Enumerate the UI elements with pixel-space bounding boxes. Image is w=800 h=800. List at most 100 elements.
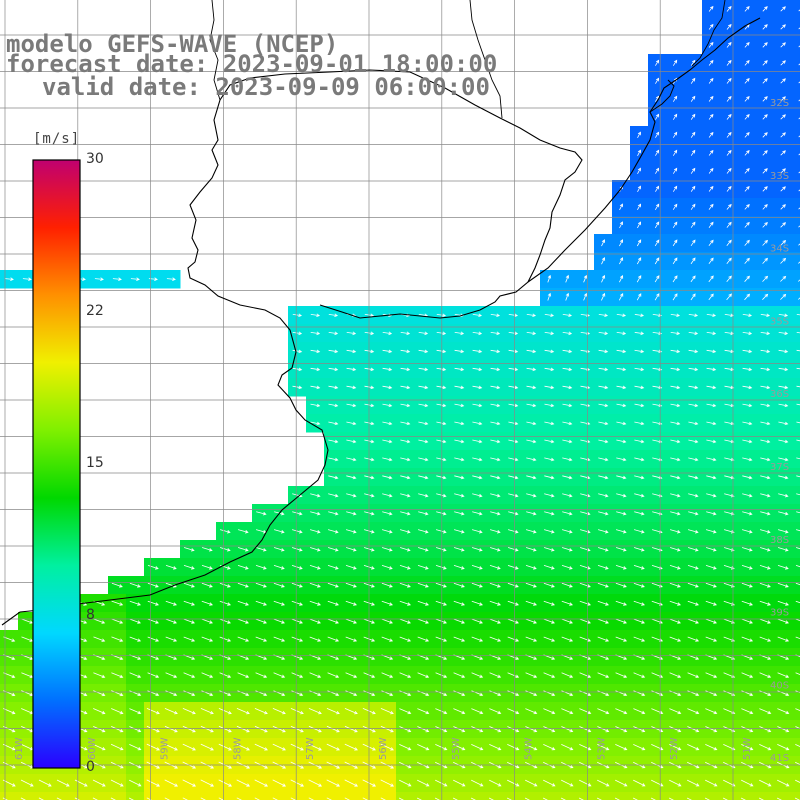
wind-arrow: [687, 672, 700, 678]
wind-arrow: [471, 547, 483, 552]
wind-arrow: [398, 797, 404, 800]
wind-arrow: [164, 743, 178, 751]
wind-arrow: [508, 439, 519, 444]
wind-arrow: [562, 439, 573, 444]
wind-arrow: [798, 45, 800, 48]
wind-arrow: [636, 293, 642, 301]
wind-arrow: [655, 167, 660, 174]
wind-arrow: [637, 131, 641, 138]
wind-arrow: [652, 313, 663, 317]
wind-arrow: [742, 439, 753, 444]
wind-arrow: [308, 797, 314, 800]
wind-arrow: [526, 367, 537, 372]
wind-arrow: [778, 385, 789, 390]
wind-arrow: [744, 77, 750, 84]
wind-arrow: [726, 149, 732, 156]
wind-arrow: [146, 779, 161, 787]
wind-arrow: [345, 636, 358, 642]
wind-arrow: [780, 150, 786, 156]
wind-arrow: [309, 582, 321, 588]
wind-arrow: [741, 708, 754, 715]
wind-arrow: [742, 403, 753, 408]
wind-cell: [792, 0, 800, 19]
wind-arrow: [400, 421, 411, 426]
wind-arrow: [508, 385, 519, 390]
wind-arrow: [634, 475, 645, 480]
wind-arrow: [654, 293, 660, 301]
latitude-label: 36S: [770, 389, 789, 400]
wind-arrow: [129, 690, 142, 696]
wind-arrow: [381, 529, 393, 534]
wind-arrow: [669, 690, 682, 696]
wind-arrow: [308, 725, 322, 733]
wind-arrow: [453, 636, 466, 642]
wind-arrow: [165, 690, 178, 696]
wind-arrow: [543, 529, 555, 534]
wind-cell: [666, 792, 685, 800]
wind-arrow: [146, 743, 160, 751]
wind-arrow: [780, 186, 786, 192]
wind-arrow: [634, 493, 645, 498]
wind-arrow: [708, 257, 714, 265]
wind-arrow: [615, 708, 628, 715]
wind-arrow: [579, 779, 592, 787]
wind-arrow: [310, 331, 321, 336]
wind-arrow: [436, 331, 447, 336]
wind-arrow: [489, 672, 502, 678]
wind-arrow: [615, 565, 627, 570]
wind-cell: [414, 792, 433, 800]
wind-arrow: [273, 618, 285, 624]
wind-arrow: [436, 367, 447, 372]
wind-arrow: [327, 618, 339, 624]
wind-arrow: [508, 493, 519, 498]
wind-arrow: [435, 744, 448, 751]
wind-arrow: [741, 547, 753, 552]
wind-arrow: [726, 275, 732, 283]
colorbar-tick-22: 22: [86, 303, 104, 319]
wind-arrow: [255, 582, 267, 588]
wind-arrow: [759, 600, 772, 606]
latitude-label: 35S: [770, 316, 789, 327]
wind-arrow: [435, 547, 447, 552]
wind-arrow: [453, 708, 466, 715]
wind-arrow: [93, 690, 106, 697]
wind-arrow: [741, 779, 754, 787]
wind-arrow: [218, 708, 232, 715]
wind-arrow: [417, 636, 430, 642]
wind-arrow: [399, 529, 411, 534]
wind-arrow: [237, 600, 250, 606]
wind-arrow: [597, 672, 610, 678]
wind-arrow: [165, 636, 178, 642]
wind-arrow: [327, 690, 340, 696]
wind-arrow: [435, 726, 448, 733]
wind-arrow: [654, 275, 660, 283]
wind-cell: [18, 792, 37, 800]
wind-arrow: [705, 672, 718, 678]
wind-arrow: [218, 779, 233, 787]
wind-arrow: [726, 185, 732, 192]
wind-arrow: [742, 421, 753, 426]
wind-arrow: [547, 274, 552, 283]
wind-arrow: [798, 207, 800, 210]
wind-arrow: [508, 331, 519, 336]
wind-arrow: [290, 797, 296, 800]
wind-arrow: [762, 275, 769, 282]
wind-arrow: [490, 475, 501, 480]
wind-arrow: [110, 743, 124, 751]
wind-arrow: [254, 797, 260, 800]
wind-arrow: [129, 726, 142, 733]
wind-cell: [216, 792, 235, 800]
wind-arrow: [651, 708, 664, 715]
wind-arrow: [741, 636, 754, 642]
wind-arrow: [687, 708, 700, 715]
wind-arrow: [544, 493, 555, 498]
wind-arrow: [436, 403, 447, 408]
wind-arrow: [273, 690, 286, 696]
wind-arrow: [561, 672, 574, 678]
wind-arrow: [471, 690, 484, 696]
wind-arrow: [183, 690, 196, 696]
wind-arrow: [544, 475, 555, 480]
wind-arrow: [490, 367, 501, 372]
wind-arrow: [726, 41, 732, 48]
wind-cell: [792, 198, 800, 217]
